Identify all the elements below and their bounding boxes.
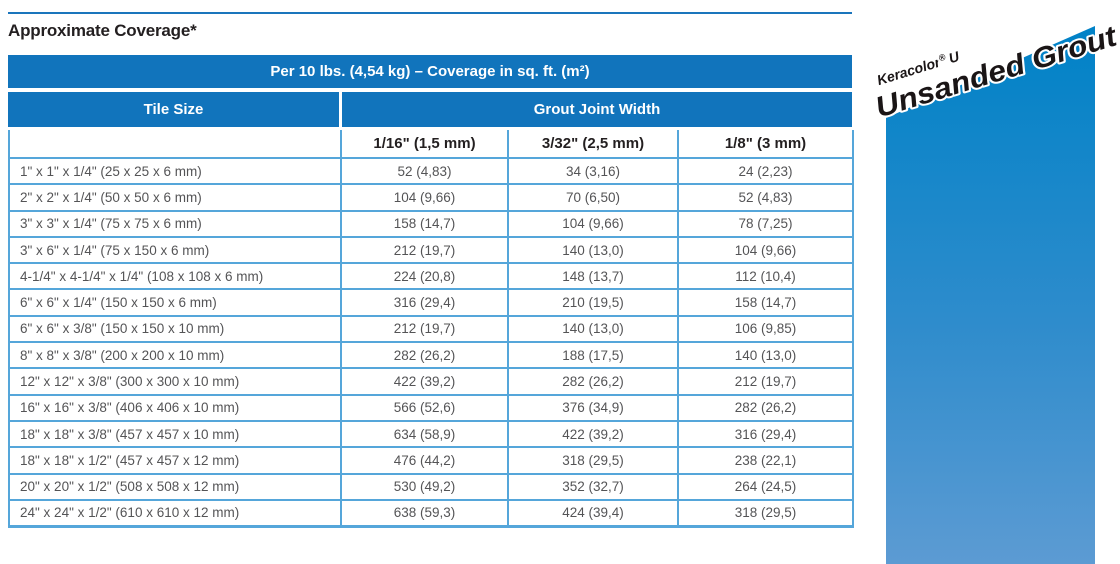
table-row: 4-1/4" x 4-1/4" x 1/4" (108 x 108 x 6 mm…: [8, 262, 854, 291]
sub-header-joint-1-16: 1/16" (1,5 mm): [340, 130, 509, 159]
tile-size-cell: 6" x 6" x 3/8" (150 x 150 x 10 mm): [8, 314, 342, 344]
brand-panel: Keracolor®U Unsanded Grout: [870, 18, 1120, 564]
tile-size-cell: 8" x 8" x 3/8" (200 x 200 x 10 mm): [8, 341, 342, 370]
table-row: 6" x 6" x 3/8" (150 x 150 x 10 mm) 212 (1…: [8, 314, 854, 344]
table-row: 20" x 20" x 1/2" (508 x 508 x 12 mm) 530 …: [8, 472, 854, 501]
coverage-table: Per 10 lbs. (4,54 kg) – Coverage in sq. …: [8, 55, 854, 528]
coverage-value-cell: 34 (3,16): [507, 156, 679, 186]
table-row: 1" x 1" x 1/4" (25 x 25 x 6 mm) 52 (4,83)…: [8, 156, 854, 186]
coverage-value-cell: 634 (58,9): [340, 419, 509, 449]
table-row: 8" x 8" x 3/8" (200 x 200 x 10 mm) 282 (2…: [8, 341, 854, 370]
table-row: 18" x 18" x 3/8" (457 x 457 x 10 mm) 634 …: [8, 419, 854, 449]
tile-size-cell: 4-1/4" x 4-1/4" x 1/4" (108 x 108 x 6 mm…: [8, 262, 342, 291]
coverage-value-cell: 264 (24,5): [677, 472, 854, 501]
tile-size-cell: 2" x 2" x 1/4" (50 x 50 x 6 mm): [8, 183, 342, 212]
coverage-value-cell: 316 (29,4): [340, 288, 509, 317]
table-row: 2" x 2" x 1/4" (50 x 50 x 6 mm) 104 (9,66…: [8, 183, 854, 212]
table-row: 24" x 24" x 1/2" (610 x 610 x 12 mm) 638 …: [8, 498, 854, 528]
coverage-value-cell: 422 (39,2): [340, 367, 509, 396]
coverage-value-cell: 318 (29,5): [677, 498, 854, 528]
coverage-value-cell: 352 (32,7): [507, 472, 679, 501]
top-rule: [8, 12, 852, 14]
tile-size-cell: 20" x 20" x 1/2" (508 x 508 x 12 mm): [8, 472, 342, 501]
tile-size-cell: 3" x 6" x 1/4" (75 x 150 x 6 mm): [8, 235, 342, 265]
coverage-value-cell: 424 (39,4): [507, 498, 679, 528]
coverage-value-cell: 188 (17,5): [507, 341, 679, 370]
page-title: Approximate Coverage*: [8, 21, 197, 40]
coverage-value-cell: 238 (22,1): [677, 446, 854, 475]
coverage-value-cell: 158 (14,7): [340, 209, 509, 238]
sub-header-empty-cell: [8, 130, 342, 159]
tile-size-header: Tile Size: [8, 92, 339, 127]
coverage-value-cell: 212 (19,7): [340, 235, 509, 265]
coverage-value-cell: 148 (13,7): [507, 262, 679, 291]
coverage-value-cell: 104 (9,66): [340, 183, 509, 212]
coverage-value-cell: 140 (13,0): [677, 341, 854, 370]
coverage-value-cell: 106 (9,85): [677, 314, 854, 344]
coverage-value-cell: 212 (19,7): [340, 314, 509, 344]
coverage-value-cell: 318 (29,5): [507, 446, 679, 475]
coverage-value-cell: 212 (19,7): [677, 367, 854, 396]
coverage-value-cell: 52 (4,83): [340, 156, 509, 186]
coverage-value-cell: 70 (6,50): [507, 183, 679, 212]
coverage-value-cell: 566 (52,6): [340, 393, 509, 422]
coverage-value-cell: 158 (14,7): [677, 288, 854, 317]
sub-header-row: 1/16" (1,5 mm) 3/32" (2,5 mm) 1/8" (3 mm…: [8, 130, 854, 159]
coverage-value-cell: 224 (20,8): [340, 262, 509, 291]
coverage-value-cell: 140 (13,0): [507, 235, 679, 265]
sub-header-joint-1-8: 1/8" (3 mm): [677, 130, 854, 159]
coverage-value-cell: 24 (2,23): [677, 156, 854, 186]
tile-size-cell: 1" x 1" x 1/4" (25 x 25 x 6 mm): [8, 156, 342, 186]
coverage-grid: 1/16" (1,5 mm) 3/32" (2,5 mm) 1/8" (3 mm…: [8, 130, 854, 528]
coverage-value-cell: 104 (9,66): [677, 235, 854, 265]
tile-size-cell: 24" x 24" x 1/2" (610 x 610 x 12 mm): [8, 498, 342, 528]
coverage-value-cell: 422 (39,2): [507, 419, 679, 449]
sub-header-joint-3-32: 3/32" (2,5 mm): [507, 130, 679, 159]
table-main-header: Per 10 lbs. (4,54 kg) – Coverage in sq. …: [8, 55, 852, 88]
coverage-value-cell: 376 (34,9): [507, 393, 679, 422]
tile-size-cell: 18" x 18" x 1/2" (457 x 457 x 12 mm): [8, 446, 342, 475]
coverage-value-cell: 210 (19,5): [507, 288, 679, 317]
coverage-value-cell: 316 (29,4): [677, 419, 854, 449]
coverage-value-cell: 530 (49,2): [340, 472, 509, 501]
table-row: 3" x 6" x 1/4" (75 x 150 x 6 mm) 212 (19,…: [8, 235, 854, 265]
table-row: 6" x 6" x 1/4" (150 x 150 x 6 mm) 316 (29…: [8, 288, 854, 317]
coverage-value-cell: 282 (26,2): [677, 393, 854, 422]
coverage-value-cell: 104 (9,66): [507, 209, 679, 238]
table-row: 16" x 16" x 3/8" (406 x 406 x 10 mm) 566 …: [8, 393, 854, 422]
coverage-value-cell: 78 (7,25): [677, 209, 854, 238]
tile-size-cell: 16" x 16" x 3/8" (406 x 406 x 10 mm): [8, 393, 342, 422]
tile-size-cell: 6" x 6" x 1/4" (150 x 150 x 6 mm): [8, 288, 342, 317]
coverage-value-cell: 476 (44,2): [340, 446, 509, 475]
grout-joint-width-header: Grout Joint Width: [342, 92, 852, 127]
table-group-header-row: Tile Size Grout Joint Width: [8, 92, 852, 127]
coverage-value-cell: 52 (4,83): [677, 183, 854, 212]
coverage-value-cell: 282 (26,2): [340, 341, 509, 370]
table-row: 12" x 12" x 3/8" (300 x 300 x 10 mm) 422 …: [8, 367, 854, 396]
table-row: 3" x 3" x 1/4" (75 x 75 x 6 mm) 158 (14,7…: [8, 209, 854, 238]
tile-size-cell: 18" x 18" x 3/8" (457 x 457 x 10 mm): [8, 419, 342, 449]
coverage-value-cell: 112 (10,4): [677, 262, 854, 291]
table-row: 18" x 18" x 1/2" (457 x 457 x 12 mm) 476 …: [8, 446, 854, 475]
tile-size-cell: 3" x 3" x 1/4" (75 x 75 x 6 mm): [8, 209, 342, 238]
coverage-value-cell: 282 (26,2): [507, 367, 679, 396]
tile-size-cell: 12" x 12" x 3/8" (300 x 300 x 10 mm): [8, 367, 342, 396]
coverage-value-cell: 638 (59,3): [340, 498, 509, 528]
coverage-value-cell: 140 (13,0): [507, 314, 679, 344]
brand-blue-wedge: [886, 26, 1095, 564]
